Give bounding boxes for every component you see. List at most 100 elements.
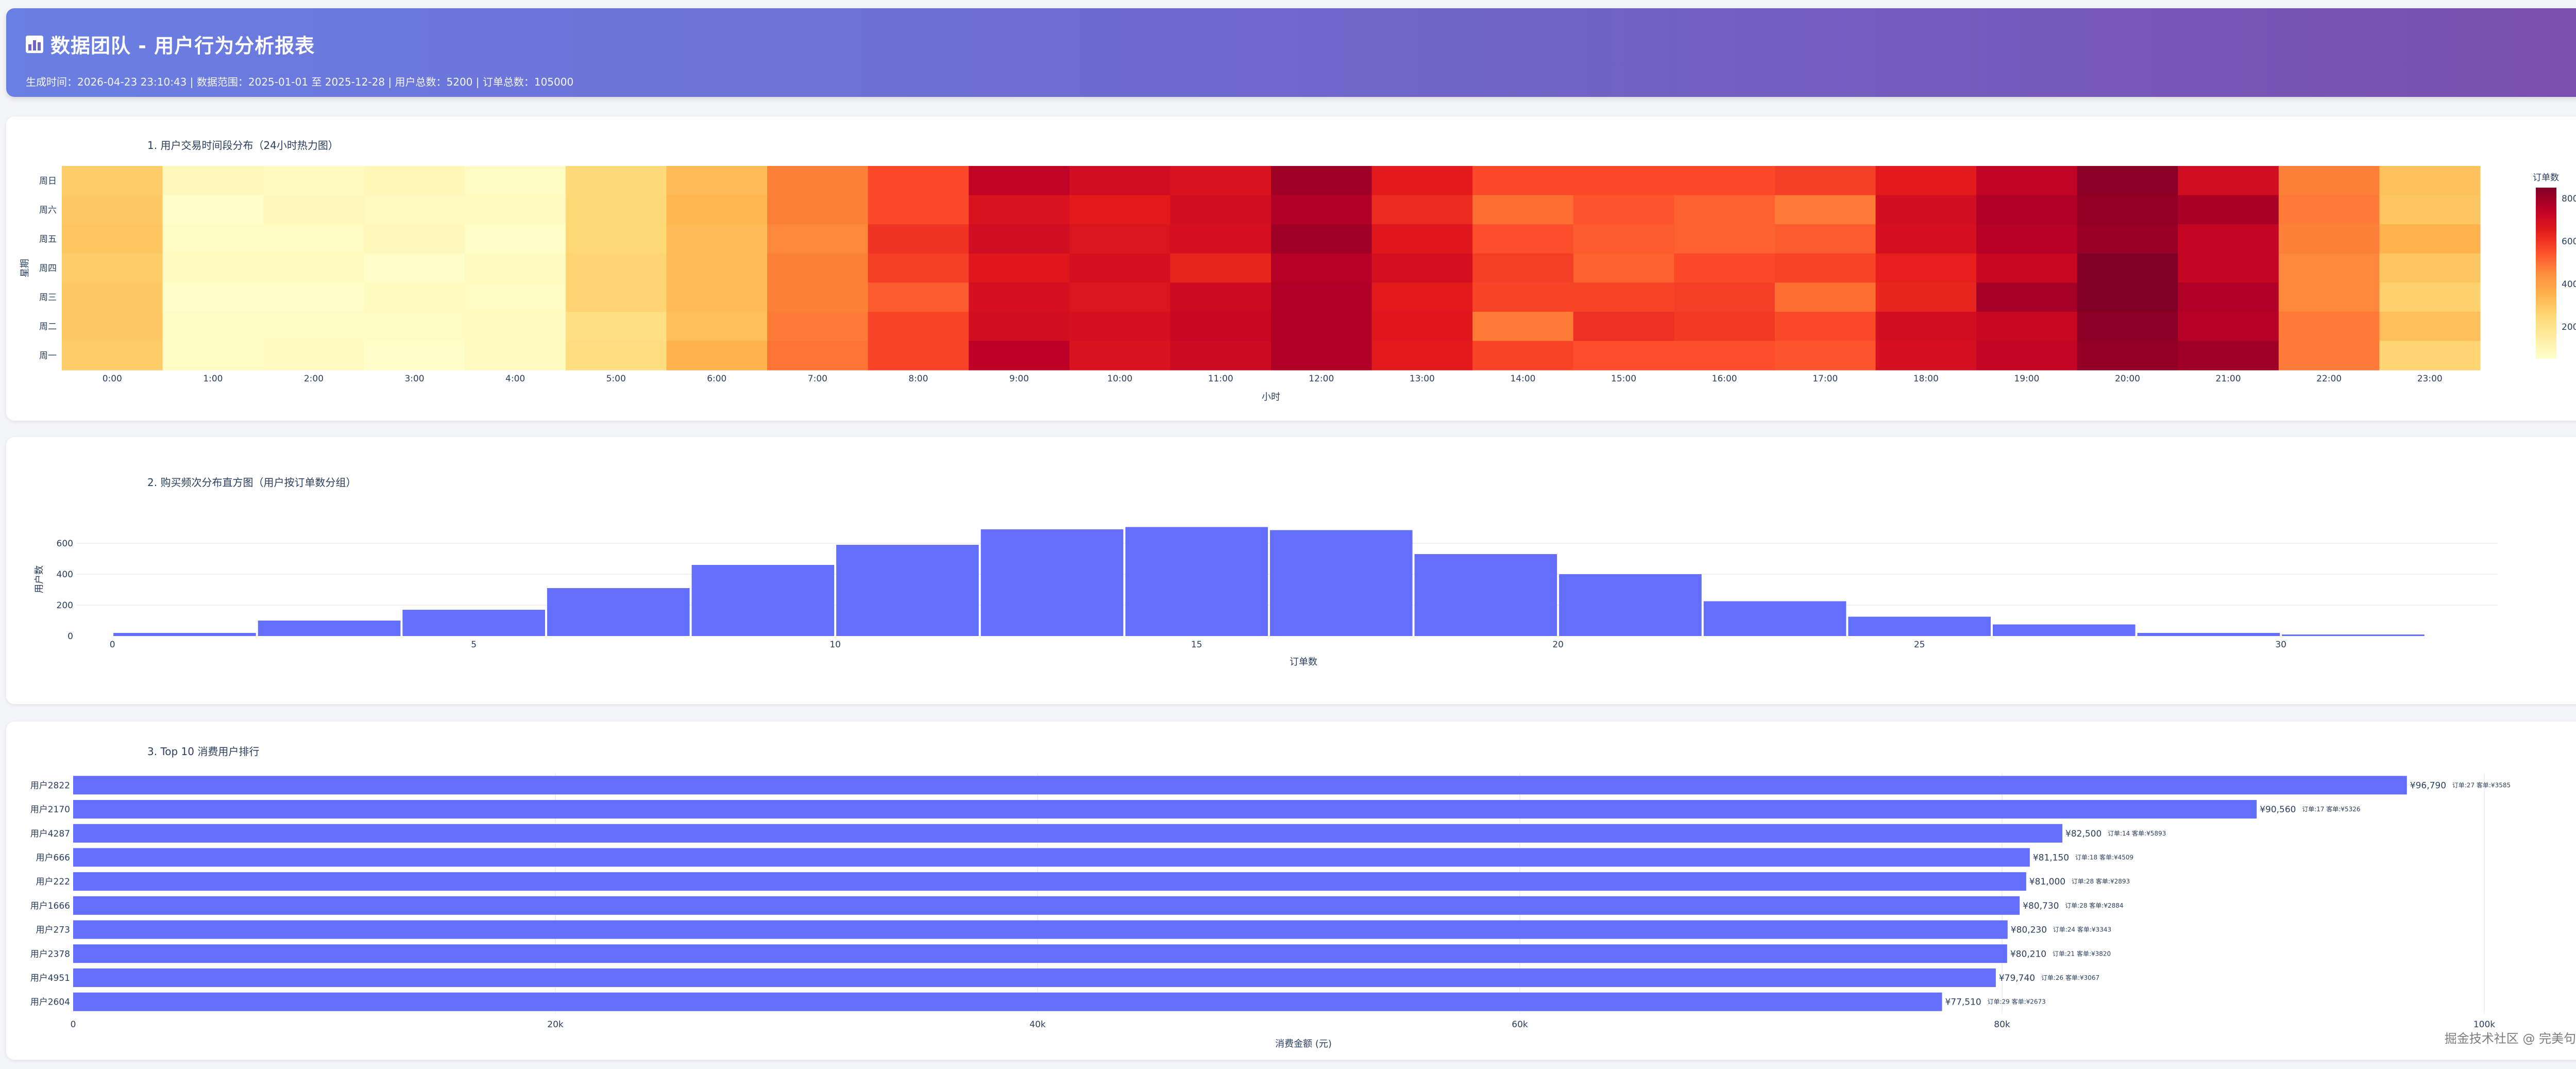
hist-y-tick: 400 <box>57 570 73 580</box>
heatmap-x-tick: 5:00 <box>606 374 626 384</box>
heatmap-cell <box>1371 195 1473 225</box>
heatmap-cell <box>969 253 1070 283</box>
top10-value-label: ¥90,560 <box>2260 805 2296 815</box>
heatmap-chart[interactable]: 0:00 1:00 2:00 3:00 4:00 5:00 6:00 7:00 8:00 9:00… <box>6 116 2576 421</box>
heatmap-cell <box>162 282 264 312</box>
heatmap-cell <box>1976 282 2078 312</box>
top10-bar <box>73 944 2007 963</box>
top10-sub-label: 订单:29 客单:¥2673 <box>1987 998 2045 1006</box>
heatmap-cell <box>868 341 969 371</box>
top10-value-label: ¥80,230 <box>2011 925 2047 936</box>
top10-x-tick: 80k <box>1994 1020 2010 1030</box>
report-title-row: 数据团队 - 用户行为分析报表 <box>26 30 2576 58</box>
heatmap-x-tick: 16:00 <box>1712 374 1737 384</box>
heatmap-cell <box>364 166 465 196</box>
heatmap-cell <box>62 195 163 225</box>
histogram-card: 2. 购买频次分布直方图（用户按订单数分组） 0 200 400 600 0 5 10 15 2… <box>6 437 2576 704</box>
heatmap-cell <box>263 282 365 312</box>
histogram-bar <box>1992 624 2136 636</box>
heatmap-cell <box>162 224 264 254</box>
heatmap-cell <box>767 311 869 341</box>
heatmap-cell <box>565 282 667 312</box>
heatmap-cell <box>1069 195 1171 225</box>
heatmap-cell <box>1069 253 1171 283</box>
heatmap-cell <box>1271 253 1372 283</box>
heatmap-cell <box>2077 282 2178 312</box>
top10-sub-label: 订单:18 客单:¥4509 <box>2075 853 2133 861</box>
heatmap-x-tick: 23:00 <box>2417 374 2443 384</box>
heatmap-cell <box>62 253 163 283</box>
heatmap-cell <box>868 195 969 225</box>
heatmap-cell <box>1069 341 1171 371</box>
heatmap-cell <box>1674 253 1775 283</box>
top10-x-tick: 100k <box>2473 1020 2495 1030</box>
heatmap-x-tick: 18:00 <box>1913 374 1939 384</box>
hist-y-tick: 0 <box>67 631 73 642</box>
heatmap-x-tick: 4:00 <box>505 374 525 384</box>
heatmap-cell <box>868 311 969 341</box>
heatmap-x-tick: 6:00 <box>707 374 726 384</box>
top10-x-title: 消费金额 (元) <box>1275 1039 1332 1049</box>
heatmap-x-tick: 2:00 <box>304 374 324 384</box>
heatmap-y-tick: 周日 <box>39 176 57 186</box>
heatmap-cell <box>364 341 465 371</box>
heatmap-cell <box>364 282 465 312</box>
heatmap-cell <box>666 311 768 341</box>
heatmap-cell <box>1875 224 1977 254</box>
top10-category-label: 用户2822 <box>30 780 70 791</box>
heatmap-cell <box>1170 166 1272 196</box>
heatmap-cell <box>1472 282 1574 312</box>
heatmap-x-tick: 0:00 <box>103 374 122 384</box>
top10-bar <box>73 800 2257 819</box>
heatmap-card: 1. 用户交易时间段分布（24小时热力图） 0:00 1:00 2:00 3:00 4:… <box>6 116 2576 421</box>
heatmap-cell <box>1371 224 1473 254</box>
heatmap-cell <box>1069 166 1171 196</box>
heatmap-cell <box>666 282 768 312</box>
heatmap-x-tick: 19:00 <box>2014 374 2039 384</box>
hist-x-tick: 0 <box>110 640 115 650</box>
heatmap-cell <box>1573 195 1674 225</box>
top10-x-tick: 0 <box>71 1020 76 1030</box>
heatmap-cell <box>767 224 869 254</box>
top10-value-label: ¥77,510 <box>1945 997 1981 1008</box>
top10-sub-label: 订单:21 客单:¥3820 <box>2053 949 2111 957</box>
top10-bar <box>73 848 2030 867</box>
heatmap-cell <box>1271 195 1372 225</box>
heatmap-cell <box>263 341 365 371</box>
heatmap-cell <box>465 311 566 341</box>
hist-y-title: 用户数 <box>34 565 45 593</box>
heatmap-cell <box>565 166 667 196</box>
histogram-bar <box>402 610 545 636</box>
report-meta: 生成时间：2026-04-23 23:10:43 | 数据范围：2025-01-… <box>26 76 574 88</box>
top10-card: 3. Top 10 消费用户排行 用户2822 ¥96,790 订单:27 客单:¥… <box>6 722 2576 1060</box>
heatmap-cell <box>62 166 163 196</box>
heatmap-cell <box>364 195 465 225</box>
histogram-bar <box>980 529 1124 636</box>
heatmap-y-tick: 周三 <box>39 293 57 303</box>
heatmap-cell <box>1170 195 1272 225</box>
histogram-chart[interactable]: 0 200 400 600 0 5 10 15 20 25 30 订单数 用户数 <box>6 437 2576 704</box>
heatmap-x-tick: 3:00 <box>404 374 424 384</box>
heatmap-cell <box>2379 341 2481 371</box>
heatmap-cell <box>1875 166 1977 196</box>
heatmap-cell <box>969 166 1070 196</box>
top10-category-label: 用户1666 <box>30 901 70 911</box>
top10-chart[interactable]: 用户2822 ¥96,790 订单:27 客单:¥3585 用户2170 ¥90,560… <box>6 722 2576 1060</box>
heatmap-cell <box>2178 341 2279 371</box>
heatmap-cell <box>767 195 869 225</box>
histogram-bar <box>113 633 256 636</box>
top10-sub-label: 订单:24 客单:¥3343 <box>2053 926 2111 933</box>
heatmap-x-tick: 13:00 <box>1410 374 1435 384</box>
heatmap-y-tick: 周二 <box>39 322 57 332</box>
top10-category-label: 用户666 <box>36 853 70 863</box>
histogram-bar <box>1269 530 1413 636</box>
heatmap-cell <box>969 311 1070 341</box>
heatmap-cell <box>1774 341 1876 371</box>
report-header: 数据团队 - 用户行为分析报表 生成时间：2026-04-23 23:10:43… <box>6 8 2576 97</box>
heatmap-x-tick: 14:00 <box>1510 374 1535 384</box>
heatmap-cell <box>1472 253 1574 283</box>
heatmap-cell <box>62 341 163 371</box>
heatmap-cell <box>1976 311 2078 341</box>
heatmap-cell <box>666 253 768 283</box>
heatmap-cell <box>263 224 365 254</box>
